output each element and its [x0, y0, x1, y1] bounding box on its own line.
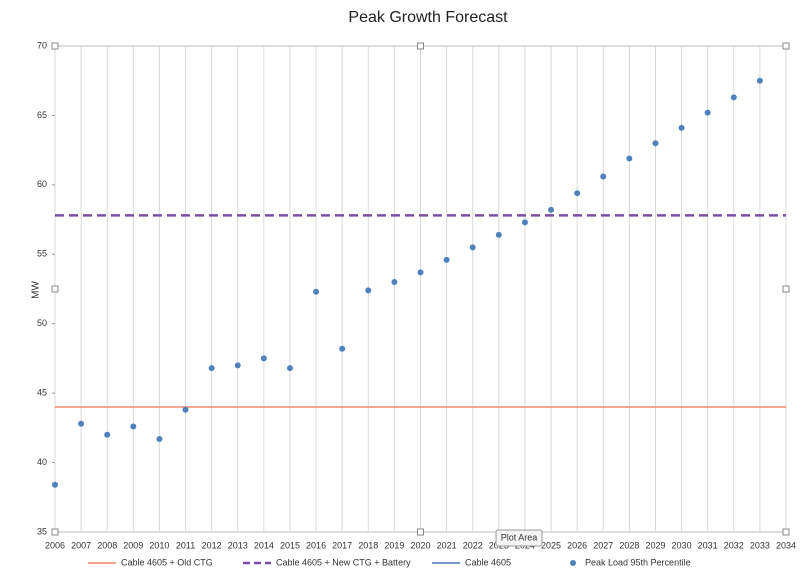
x-tick-label: 2012 — [202, 540, 222, 550]
x-tick-label: 2022 — [463, 540, 483, 550]
x-tick-label: 2018 — [358, 540, 378, 550]
chart-title: Peak Growth Forecast — [348, 9, 508, 26]
x-tick-label: 2009 — [123, 540, 143, 550]
x-tick-label: 2028 — [619, 540, 639, 550]
x-tick-label: 2019 — [384, 540, 404, 550]
data-point — [756, 77, 763, 84]
y-tick-label: 70 — [37, 40, 47, 50]
data-point — [313, 288, 320, 295]
data-point — [130, 423, 137, 430]
data-point — [234, 362, 241, 369]
selection-handle[interactable] — [417, 42, 424, 50]
x-tick-label: 2030 — [672, 540, 692, 550]
legend-label: Cable 4605 — [465, 557, 511, 567]
x-tick-label: 2008 — [97, 540, 117, 550]
tooltip-box — [495, 529, 543, 547]
legend-label: Cable 4605 + New CTG + Battery — [276, 557, 411, 567]
selection-handle[interactable] — [417, 528, 424, 536]
data-point — [417, 269, 424, 276]
tooltip-text: Plot Area — [501, 532, 538, 542]
data-point — [443, 256, 450, 263]
data-point — [626, 155, 633, 162]
x-tick-label: 2026 — [567, 540, 587, 550]
data-point — [730, 94, 737, 101]
x-tick-label: 2007 — [71, 540, 91, 550]
data-point — [156, 435, 163, 442]
selection-handle[interactable] — [51, 42, 59, 50]
y-axis-label: MW — [31, 281, 42, 299]
x-tick-label: 2014 — [254, 540, 274, 550]
data-point — [52, 481, 58, 488]
data-point — [652, 140, 659, 147]
y-tick-label: 50 — [37, 318, 47, 328]
x-tick-label: 2021 — [437, 540, 457, 550]
data-point — [286, 365, 293, 372]
data-point — [548, 206, 555, 213]
x-tick-label: 2027 — [593, 540, 613, 550]
x-tick-label: 2033 — [750, 540, 770, 550]
y-tick-label: 55 — [37, 249, 47, 259]
data-point — [678, 124, 685, 131]
x-tick-label: 2016 — [306, 540, 326, 550]
x-tick-label: 2010 — [149, 540, 169, 550]
selection-handle[interactable] — [782, 42, 790, 50]
data-point — [104, 431, 111, 438]
data-point — [600, 173, 607, 180]
x-tick-label: 2029 — [645, 540, 665, 550]
selection-handle[interactable] — [51, 528, 59, 536]
data-point — [495, 231, 502, 238]
x-tick-label: 2031 — [698, 540, 718, 550]
legend-marker — [570, 560, 576, 566]
x-tick-label: 2013 — [228, 540, 248, 550]
legend-label: Peak Load 95th Percentile — [585, 557, 691, 567]
x-tick-label: 2011 — [176, 540, 195, 550]
y-tick-label: 60 — [37, 179, 47, 189]
data-point — [391, 279, 398, 286]
x-tick-label: 2020 — [410, 540, 430, 550]
y-tick-label: 45 — [37, 388, 47, 398]
data-point — [208, 365, 215, 372]
data-point — [260, 355, 267, 362]
data-point — [339, 345, 346, 352]
y-tick-label: 40 — [37, 457, 47, 467]
x-tick-label: 2015 — [280, 540, 300, 550]
x-tick-label: 2034 — [776, 540, 796, 550]
legend-label: Cable 4605 + Old CTG — [121, 557, 213, 567]
data-point — [182, 406, 189, 413]
x-tick-label: 2025 — [541, 540, 561, 550]
data-point — [469, 244, 476, 251]
data-point — [574, 190, 581, 197]
selection-handle[interactable] — [51, 285, 59, 293]
data-point — [521, 219, 528, 226]
data-point — [365, 287, 372, 294]
selection-handle[interactable] — [782, 528, 790, 536]
x-tick-label: 2032 — [724, 540, 744, 550]
y-tick-label: 65 — [37, 110, 47, 120]
x-tick-label: 2006 — [45, 540, 65, 550]
y-tick-label: 35 — [37, 526, 47, 536]
data-point — [78, 420, 85, 427]
x-tick-label: 2017 — [332, 540, 352, 550]
selection-handle[interactable] — [782, 285, 790, 293]
data-point — [704, 109, 711, 116]
